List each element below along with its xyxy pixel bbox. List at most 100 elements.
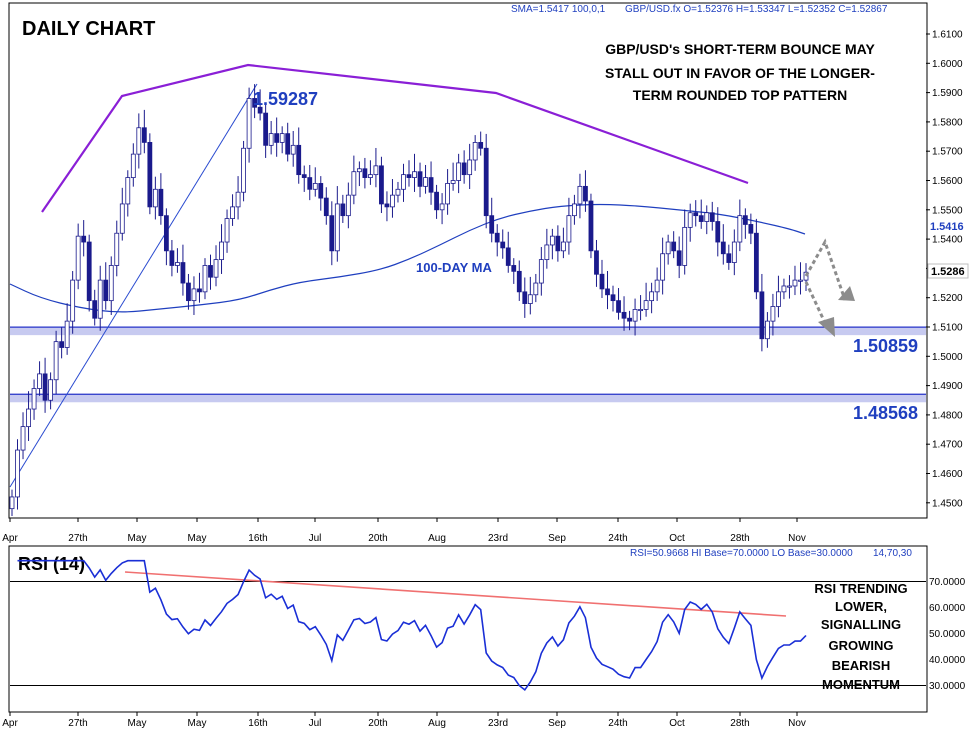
candle-bull — [219, 241, 224, 261]
candle-bull — [64, 320, 70, 348]
candle-bull — [290, 144, 296, 155]
candle-bear — [252, 98, 258, 108]
candle-bull — [527, 294, 533, 304]
price-tick-label: 1.4900 — [932, 381, 963, 392]
candle-bull — [649, 291, 655, 302]
candle-bear — [627, 317, 632, 322]
candle-bull — [224, 218, 230, 243]
candle-bear — [59, 341, 65, 348]
x-tick-label: 23rd — [488, 718, 508, 729]
candle-bear — [693, 212, 699, 217]
projection-path — [804, 238, 847, 301]
x-tick-label: May — [188, 533, 207, 544]
candle-bear — [186, 282, 191, 302]
rsi-title: RSI (14) — [18, 554, 85, 574]
candle-bear — [759, 291, 765, 340]
candle-bear — [318, 183, 324, 199]
price-tick-label: 1.5900 — [932, 88, 963, 99]
x-tick-label: Sep — [548, 718, 566, 729]
candle-bear — [676, 250, 682, 266]
candle-bull — [776, 291, 781, 307]
candle-bear — [709, 212, 715, 222]
candle-bull — [395, 188, 401, 196]
rsi-tick-label: 70.0000 — [929, 577, 966, 588]
rsi-base-lines — [10, 581, 926, 686]
candle-bear — [285, 133, 291, 155]
candle-bear — [583, 185, 588, 202]
candle-bear — [715, 221, 721, 243]
price-tick-label: 1.6000 — [932, 59, 963, 70]
candle-bull — [682, 226, 688, 266]
candle-bear — [406, 174, 412, 178]
candle-bull — [213, 259, 219, 278]
ma-label: 100-DAY MA — [416, 260, 492, 275]
candle-bull — [572, 203, 577, 217]
candle-bull — [467, 159, 473, 176]
candle-bear — [748, 224, 754, 234]
candle-bear — [323, 197, 329, 217]
candle-bear — [384, 203, 390, 208]
price-tick-label: 1.5000 — [932, 352, 963, 363]
candle-bull — [660, 253, 666, 281]
candle-bull — [737, 215, 743, 243]
rsi-tick-label: 50.0000 — [929, 629, 966, 640]
rsi-tick-label: 60.0000 — [929, 603, 966, 614]
candle-bear — [263, 112, 269, 146]
candle-bear — [594, 250, 599, 275]
x-tick-label: 16th — [248, 533, 267, 544]
candle-bear — [605, 288, 610, 296]
candle-bear — [208, 265, 213, 278]
candle-bear — [296, 144, 302, 176]
rsi-x-axis: Apr 27th May May 16th Jul 20th Aug 23rd Sep 24th Oc… — [2, 712, 806, 729]
candle-bear — [516, 270, 522, 293]
candle-bull — [450, 180, 456, 184]
price-tick-label: 1.4800 — [932, 410, 963, 421]
annotation-line-3: TERM ROUNDED TOP PATTERN — [633, 87, 847, 103]
candle-bull — [230, 206, 235, 219]
candle-bull — [70, 279, 76, 322]
price-tick-label: 1.5600 — [932, 176, 963, 187]
x-tick-label: May — [128, 533, 147, 544]
candle-bear — [742, 215, 748, 225]
price-tick-label: 1.5200 — [932, 293, 963, 304]
candle-bull — [390, 194, 395, 208]
candle-bull — [368, 174, 373, 178]
x-tick-label: May — [128, 718, 147, 729]
rising-trendline — [9, 83, 258, 488]
candle-bull — [351, 171, 357, 196]
candle-bull — [114, 232, 120, 266]
x-tick-label: Jul — [309, 533, 322, 544]
price-tick-label: 1.5800 — [932, 117, 963, 128]
candle-bear — [720, 241, 726, 255]
candle-bear — [92, 300, 98, 319]
candle-bear — [599, 273, 605, 290]
candle-bear — [478, 142, 484, 149]
x-tick-label: Jul — [309, 718, 322, 729]
x-tick-label: Aug — [428, 718, 446, 729]
candle-bull — [533, 282, 539, 296]
candle-bull — [345, 194, 351, 217]
candle-bear — [257, 106, 263, 114]
candle-bull — [152, 188, 158, 208]
projection-arrows — [804, 238, 855, 337]
trendlines — [9, 63, 749, 488]
x-tick-label: 28th — [730, 718, 749, 729]
candle-bull — [312, 183, 318, 190]
candle-bull — [787, 285, 792, 288]
candle-bear — [555, 235, 561, 252]
candle-bull — [356, 168, 362, 173]
candle-bull — [334, 203, 340, 252]
candle-bull — [279, 133, 285, 143]
x-tick-label: Nov — [788, 533, 806, 544]
candle-bear — [197, 288, 202, 293]
candle-bull — [538, 259, 544, 284]
candle-bull — [235, 191, 241, 208]
rsi-tick-label: 30.0000 — [929, 681, 966, 692]
candle-bull — [9, 496, 15, 510]
level-band — [10, 394, 926, 403]
price-tick-label: 1.5100 — [932, 323, 963, 334]
rsi-y-axis: 30.0000 40.0000 50.0000 60.0000 70.0000 — [929, 577, 966, 692]
candle-bear — [340, 203, 346, 217]
candle-bull — [191, 288, 197, 302]
